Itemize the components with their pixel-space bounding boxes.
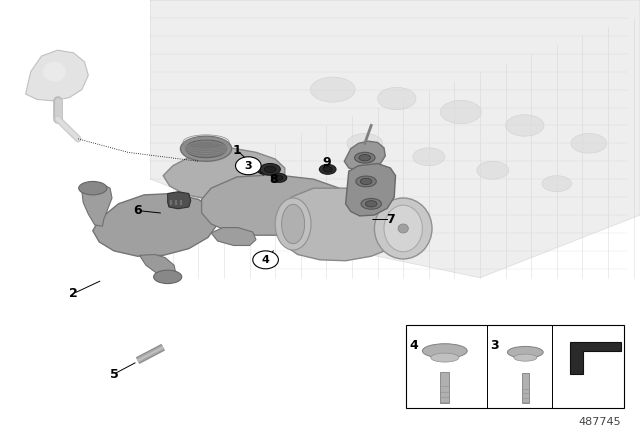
Text: 487745: 487745 xyxy=(578,417,621,426)
Ellipse shape xyxy=(79,181,107,195)
Ellipse shape xyxy=(282,204,305,244)
Circle shape xyxy=(253,251,278,269)
Text: 6: 6 xyxy=(133,204,142,217)
Ellipse shape xyxy=(431,353,459,362)
Ellipse shape xyxy=(384,205,422,252)
Text: 5: 5 xyxy=(109,367,118,381)
Text: 3: 3 xyxy=(244,161,252,171)
Ellipse shape xyxy=(413,148,445,166)
Polygon shape xyxy=(211,228,256,246)
Ellipse shape xyxy=(323,167,332,172)
Polygon shape xyxy=(140,254,176,278)
Ellipse shape xyxy=(359,155,371,161)
Ellipse shape xyxy=(264,166,276,172)
Ellipse shape xyxy=(542,176,572,192)
Bar xyxy=(440,372,449,403)
Ellipse shape xyxy=(275,176,283,180)
Ellipse shape xyxy=(422,344,467,358)
Ellipse shape xyxy=(365,201,377,207)
Ellipse shape xyxy=(186,140,227,158)
Text: 2: 2 xyxy=(69,287,78,300)
Ellipse shape xyxy=(260,164,280,175)
Polygon shape xyxy=(82,183,112,226)
Text: 9: 9 xyxy=(322,155,331,169)
Ellipse shape xyxy=(356,176,376,187)
Ellipse shape xyxy=(440,100,481,124)
Polygon shape xyxy=(163,148,285,199)
Polygon shape xyxy=(344,141,385,170)
Ellipse shape xyxy=(271,173,287,182)
Ellipse shape xyxy=(275,198,311,250)
Text: 1: 1 xyxy=(232,143,241,157)
Ellipse shape xyxy=(154,270,182,284)
Ellipse shape xyxy=(508,346,543,358)
Bar xyxy=(522,373,529,403)
Ellipse shape xyxy=(355,152,375,163)
Polygon shape xyxy=(202,175,349,235)
Ellipse shape xyxy=(374,198,432,259)
Text: 3: 3 xyxy=(490,339,499,352)
Ellipse shape xyxy=(398,224,408,233)
Ellipse shape xyxy=(514,354,537,361)
Polygon shape xyxy=(570,343,621,374)
Ellipse shape xyxy=(43,62,66,82)
Polygon shape xyxy=(93,194,218,256)
Polygon shape xyxy=(346,164,396,216)
Ellipse shape xyxy=(347,134,383,153)
Text: 4: 4 xyxy=(410,339,419,352)
Polygon shape xyxy=(26,50,88,101)
Ellipse shape xyxy=(477,161,509,179)
Polygon shape xyxy=(168,192,191,209)
Bar xyxy=(406,325,624,408)
Text: 7: 7 xyxy=(386,213,395,226)
Ellipse shape xyxy=(310,77,355,102)
Text: 8: 8 xyxy=(269,172,278,186)
Polygon shape xyxy=(280,188,410,261)
Ellipse shape xyxy=(180,136,232,161)
Text: 4: 4 xyxy=(262,255,269,265)
Polygon shape xyxy=(150,0,640,278)
Ellipse shape xyxy=(319,164,336,174)
Circle shape xyxy=(236,157,261,175)
Ellipse shape xyxy=(506,115,544,136)
Ellipse shape xyxy=(378,87,416,110)
Ellipse shape xyxy=(571,134,607,153)
Ellipse shape xyxy=(361,198,381,209)
Ellipse shape xyxy=(360,178,372,185)
